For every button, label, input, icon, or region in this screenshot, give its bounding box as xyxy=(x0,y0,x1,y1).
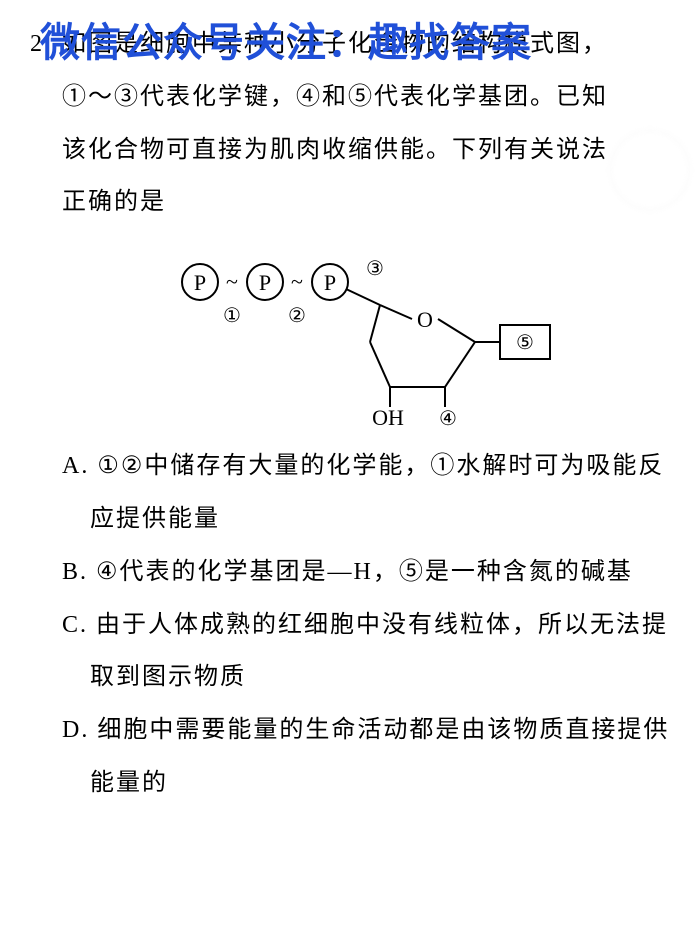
ribose-o: O xyxy=(417,307,433,332)
ribose-edge-2b xyxy=(438,319,475,342)
label-3: ③ xyxy=(366,258,384,280)
paper-smudge xyxy=(610,130,690,210)
question-stem: 2.如图是细胞中某种小分子化合物的结构模式图， ①～③代表化学键，④和⑤代表化学基… xyxy=(30,18,670,229)
ribose-edge-3 xyxy=(445,342,475,387)
p-text-3: P xyxy=(324,270,336,295)
option-d: D. 细胞中需要能量的生命活动都是由该物质直接提供能量的 xyxy=(58,704,670,810)
ribose-edge-5 xyxy=(370,342,390,387)
ribose-edge-2a xyxy=(380,305,412,319)
oh-text: OH xyxy=(372,405,404,427)
label-2: ② xyxy=(288,305,306,327)
stem-line-2: ①～③代表化学键，④和⑤代表化学基团。已知 xyxy=(62,84,608,110)
label-1: ① xyxy=(223,305,241,327)
question-number: 2. xyxy=(30,18,62,71)
molecule-diagram: P ~ P ~ P ① ② ③ O xyxy=(30,237,670,432)
molecule-svg: P ~ P ~ P ① ② ③ O xyxy=(140,237,560,427)
p-text-1: P xyxy=(194,270,206,295)
tilde-2: ~ xyxy=(291,269,303,294)
option-a: A. ①②中储存有大量的化学能，①水解时可为吸能反应提供能量 xyxy=(58,440,670,546)
p-text-2: P xyxy=(259,270,271,295)
option-b: B. ④代表的化学基团是—H，⑤是一种含氮的碱基 xyxy=(58,546,670,599)
label-4: ④ xyxy=(439,408,457,427)
stem-line-1: 如图是细胞中某种小分子化合物的结构模式图， xyxy=(62,31,608,57)
question-body: 如图是细胞中某种小分子化合物的结构模式图， ①～③代表化学键，④和⑤代表化学基团。… xyxy=(62,18,662,229)
label-5: ⑤ xyxy=(516,332,534,354)
stem-line-3: 该化合物可直接为肌肉收缩供能。下列有关说法 xyxy=(62,137,608,163)
page-container: 2.如图是细胞中某种小分子化合物的结构模式图， ①～③代表化学键，④和⑤代表化学基… xyxy=(0,0,700,830)
tilde-1: ~ xyxy=(226,269,238,294)
ribose-edge-1 xyxy=(370,305,380,342)
option-c: C. 由于人体成熟的红细胞中没有线粒体，所以无法提取到图示物质 xyxy=(58,599,670,705)
stem-line-4: 正确的是 xyxy=(62,189,166,215)
bond-p3-sugar xyxy=(346,289,380,305)
